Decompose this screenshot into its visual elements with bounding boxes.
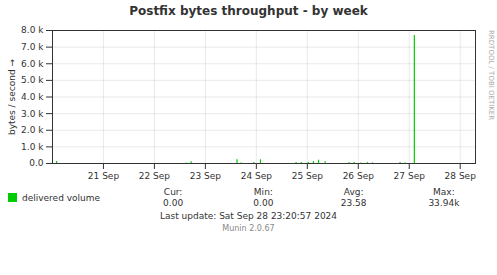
svg-text:27 Sep: 27 Sep [394,171,426,181]
html-text:Avg:: Avg: [343,187,364,197]
svg-text:28 Sep: 28 Sep [445,171,477,181]
svg-text:7.0 k: 7.0 k [21,42,44,52]
svg-text:24 Sep: 24 Sep [241,171,273,181]
svg-text:22 Sep: 22 Sep [139,171,171,181]
svg-text:8.0 k: 8.0 k [21,25,44,35]
html-text:Munin 2.0.67: Munin 2.0.67 [222,224,275,233]
svg-text:6.0 k: 6.0 k [21,59,44,69]
html-text:Last update: Sat Sep 28 23:20:: Last update: Sat Sep 28 23:20:57 2024 [159,211,338,221]
svg-text:2.0 k: 2.0 k [21,125,44,135]
html-text:RRDTOOL / TOBI OETIKER: RRDTOOL / TOBI OETIKER [487,30,495,121]
svg-text:0.0: 0.0 [29,158,44,168]
html-text:0.00: 0.00 [253,198,274,208]
svg-text:3.0 k: 3.0 k [21,109,44,119]
html-text:Max:: Max: [433,187,455,197]
html-text:Postfix bytes throughput - by: Postfix bytes throughput - by week [129,4,368,18]
html-text:0.00: 0.00 [163,198,184,208]
svg-text:25 Sep: 25 Sep [292,171,324,181]
html-text:Cur:: Cur: [163,187,183,197]
html-text:delivered volume: delivered volume [22,192,101,203]
svg-text:23 Sep: 23 Sep [190,171,222,181]
svg-text:4.0 k: 4.0 k [21,92,44,102]
svg-text:5.0 k: 5.0 k [21,75,44,85]
svg-text:1.0 k: 1.0 k [21,142,44,152]
html-text:23.58: 23.58 [340,198,367,208]
svg-text:bytes / second →: bytes / second → [7,59,17,136]
html-text:33.94k: 33.94k [428,198,460,208]
html-text:Min:: Min: [253,187,273,197]
svg-text:21 Sep: 21 Sep [88,171,120,181]
svg-text:26 Sep: 26 Sep [343,171,375,181]
